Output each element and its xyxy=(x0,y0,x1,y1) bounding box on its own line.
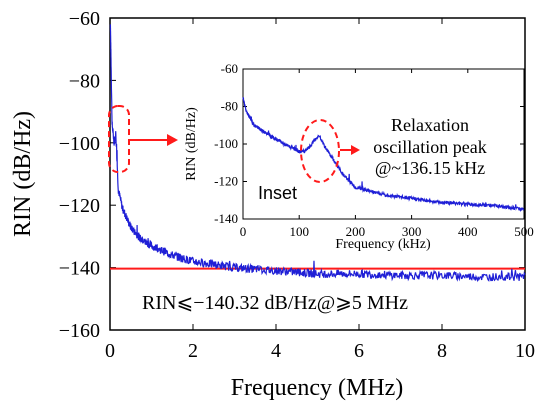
inset-y-tick-label: -60 xyxy=(221,61,238,76)
main-x-axis-title: Frequency (MHz) xyxy=(231,375,404,401)
inset-x-tick-label: 500 xyxy=(514,224,534,239)
relaxation-annotation-line-3: @~136.15 kHz xyxy=(375,158,485,178)
inset-y-tick-label: -100 xyxy=(214,136,238,151)
inset-y-axis-title: RIN (dB/Hz) xyxy=(184,107,199,181)
inset-y-tick-label: -140 xyxy=(214,211,238,226)
inset-x-axis-title: Frequency (kHz) xyxy=(335,237,431,252)
inset-peak-highlight xyxy=(300,119,340,183)
main-x-tick-label: 0 xyxy=(105,340,115,362)
inset-series xyxy=(242,97,525,213)
main-y-axis-title: RIN (dB/Hz) xyxy=(10,111,36,237)
main-x-tick-label: 8 xyxy=(437,340,447,362)
rin-threshold-annotation: RIN⩽−140.32 dB/Hz@⩾5 MHz xyxy=(142,292,408,314)
main-x-tick-label: 10 xyxy=(515,340,535,362)
inset-x-tick-label: 300 xyxy=(402,224,422,239)
main-peak-highlight xyxy=(108,105,130,173)
inset-x-tick-label: 0 xyxy=(240,224,247,239)
main-y-tick-label: −160 xyxy=(59,320,100,342)
main-y-tick-label: −120 xyxy=(59,195,100,217)
main-plot-frame xyxy=(109,17,526,331)
inset-y-tick-label: -80 xyxy=(221,99,238,114)
inset-peak-arrow-head xyxy=(351,145,360,155)
relaxation-annotation-line-2: oscillation peak xyxy=(373,137,486,157)
main-x-tick-label: 4 xyxy=(271,340,281,362)
inset-x-tick-label: 200 xyxy=(346,224,366,239)
relaxation-annotation-line-1: Relaxation xyxy=(391,115,469,135)
main-y-tick-label: −100 xyxy=(59,133,100,155)
main-y-tick-label: −60 xyxy=(69,8,100,30)
main-series-line xyxy=(109,24,526,283)
main-y-tick-label: −140 xyxy=(59,258,100,280)
main-tick-labels: 0 2 4 6 8 10 −160 −140 −120 −100 −80 −60 xyxy=(59,8,535,362)
main-y-tick-label: −80 xyxy=(69,70,100,92)
inset-series-line xyxy=(242,97,525,213)
inset-tick-labels: 0 100 200 300 400 500 -140 -120 -100 -80 -60 xyxy=(214,61,534,239)
main-series xyxy=(109,24,526,283)
main-x-tick-label: 2 xyxy=(188,340,198,362)
main-x-tick-label: 6 xyxy=(354,340,364,362)
inset-x-tick-label: 100 xyxy=(289,224,309,239)
inset-x-tick-label: 400 xyxy=(458,224,478,239)
inset-label: Inset xyxy=(258,183,297,203)
inset-ticks xyxy=(242,68,525,220)
inset-y-tick-label: -120 xyxy=(214,174,238,189)
main-to-inset-arrow-head xyxy=(167,134,178,146)
